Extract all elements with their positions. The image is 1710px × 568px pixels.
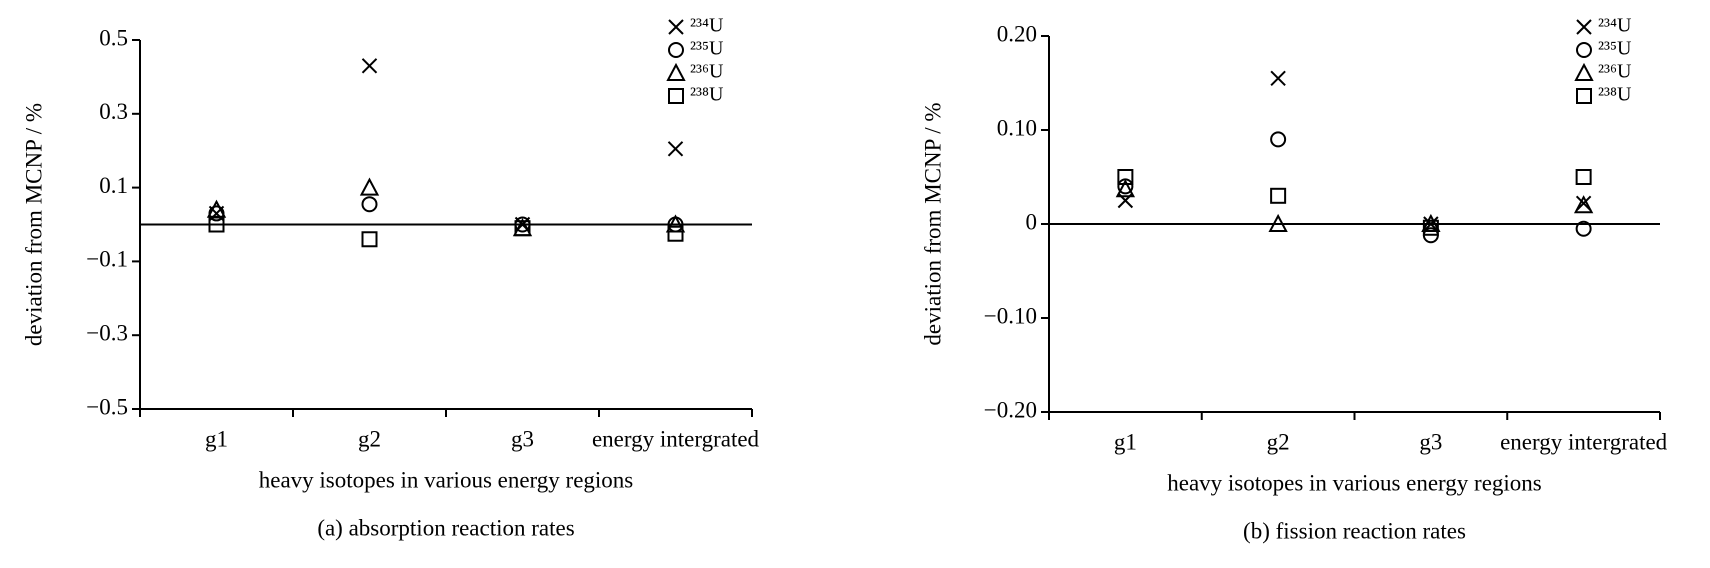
x-tick-label: g1 <box>1114 429 1137 454</box>
x-tick-label: g1 <box>205 426 228 451</box>
marker-x <box>361 58 378 74</box>
marker-square <box>1575 169 1592 185</box>
legend-label: ²³⁴U <box>690 15 724 37</box>
marker-triangle <box>1574 62 1594 81</box>
marker-square <box>208 216 225 233</box>
legend-label: ²³⁶U <box>690 61 724 83</box>
x-tick-label: g3 <box>511 426 534 451</box>
marker-triangle <box>1115 179 1136 198</box>
x-tick-label: energy intergrated <box>1500 429 1668 454</box>
marker-x <box>1270 70 1286 87</box>
chart-caption: (b) fission reaction rates <box>1243 518 1466 543</box>
legend-label: ²³⁸U <box>690 84 724 106</box>
marker-square <box>1270 187 1287 204</box>
y-tick-label: 0.5 <box>99 25 128 50</box>
y-tick-label: −0.5 <box>86 394 128 419</box>
y-axis-label: deviation from MCNP / % <box>920 102 945 345</box>
marker-circle <box>1576 42 1592 58</box>
y-axis-label: deviation from MCNP / % <box>21 103 46 346</box>
y-tick-label: −0.10 <box>984 303 1037 328</box>
x-axis-label: heavy isotopes in various energy regions <box>1167 470 1542 495</box>
marker-square <box>1576 88 1592 104</box>
y-tick-label: 0 <box>1026 209 1038 234</box>
marker-x <box>667 141 684 157</box>
marker-x <box>1576 19 1592 35</box>
y-tick-label: 0.10 <box>997 115 1037 140</box>
marker-circle <box>1270 131 1287 148</box>
y-tick-label: −0.20 <box>984 397 1037 422</box>
legend-label: ²³⁵U <box>1598 38 1632 60</box>
marker-square <box>361 231 378 248</box>
x-tick-label: g2 <box>358 426 381 451</box>
marker-triangle <box>1268 213 1288 232</box>
marker-x <box>668 19 684 35</box>
x-tick-label: energy intergrated <box>592 426 760 451</box>
marker-circle <box>668 42 684 58</box>
marker-circle <box>361 196 378 213</box>
marker-square <box>667 225 684 242</box>
marker-x <box>1423 216 1439 232</box>
x-axis-label: heavy isotopes in various energy regions <box>259 467 634 492</box>
marker-triangle <box>1573 195 1594 214</box>
marker-square <box>1117 169 1134 185</box>
marker-square <box>668 88 684 104</box>
y-tick-label: −0.3 <box>86 320 128 345</box>
y-tick-label: 0.20 <box>997 21 1037 46</box>
legend-label: ²³⁶U <box>1598 61 1632 83</box>
legend-label: ²³⁵U <box>690 38 724 60</box>
x-tick-label: g2 <box>1267 429 1290 454</box>
y-tick-label: 0.1 <box>99 173 128 198</box>
chart-caption: (a) absorption reaction rates <box>317 515 574 540</box>
x-tick-label: g3 <box>1419 429 1442 454</box>
y-tick-label: −0.1 <box>86 247 128 272</box>
marker-square <box>514 220 531 237</box>
marker-triangle <box>1421 213 1441 232</box>
marker-square <box>1422 219 1439 236</box>
marker-triangle <box>359 177 380 196</box>
legend-label: ²³⁴U <box>1598 15 1632 37</box>
marker-circle <box>1575 220 1592 237</box>
marker-triangle <box>666 62 686 81</box>
marker-triangle <box>665 214 686 233</box>
y-tick-label: 0.3 <box>99 99 128 124</box>
legend-label: ²³⁸U <box>1598 84 1632 106</box>
